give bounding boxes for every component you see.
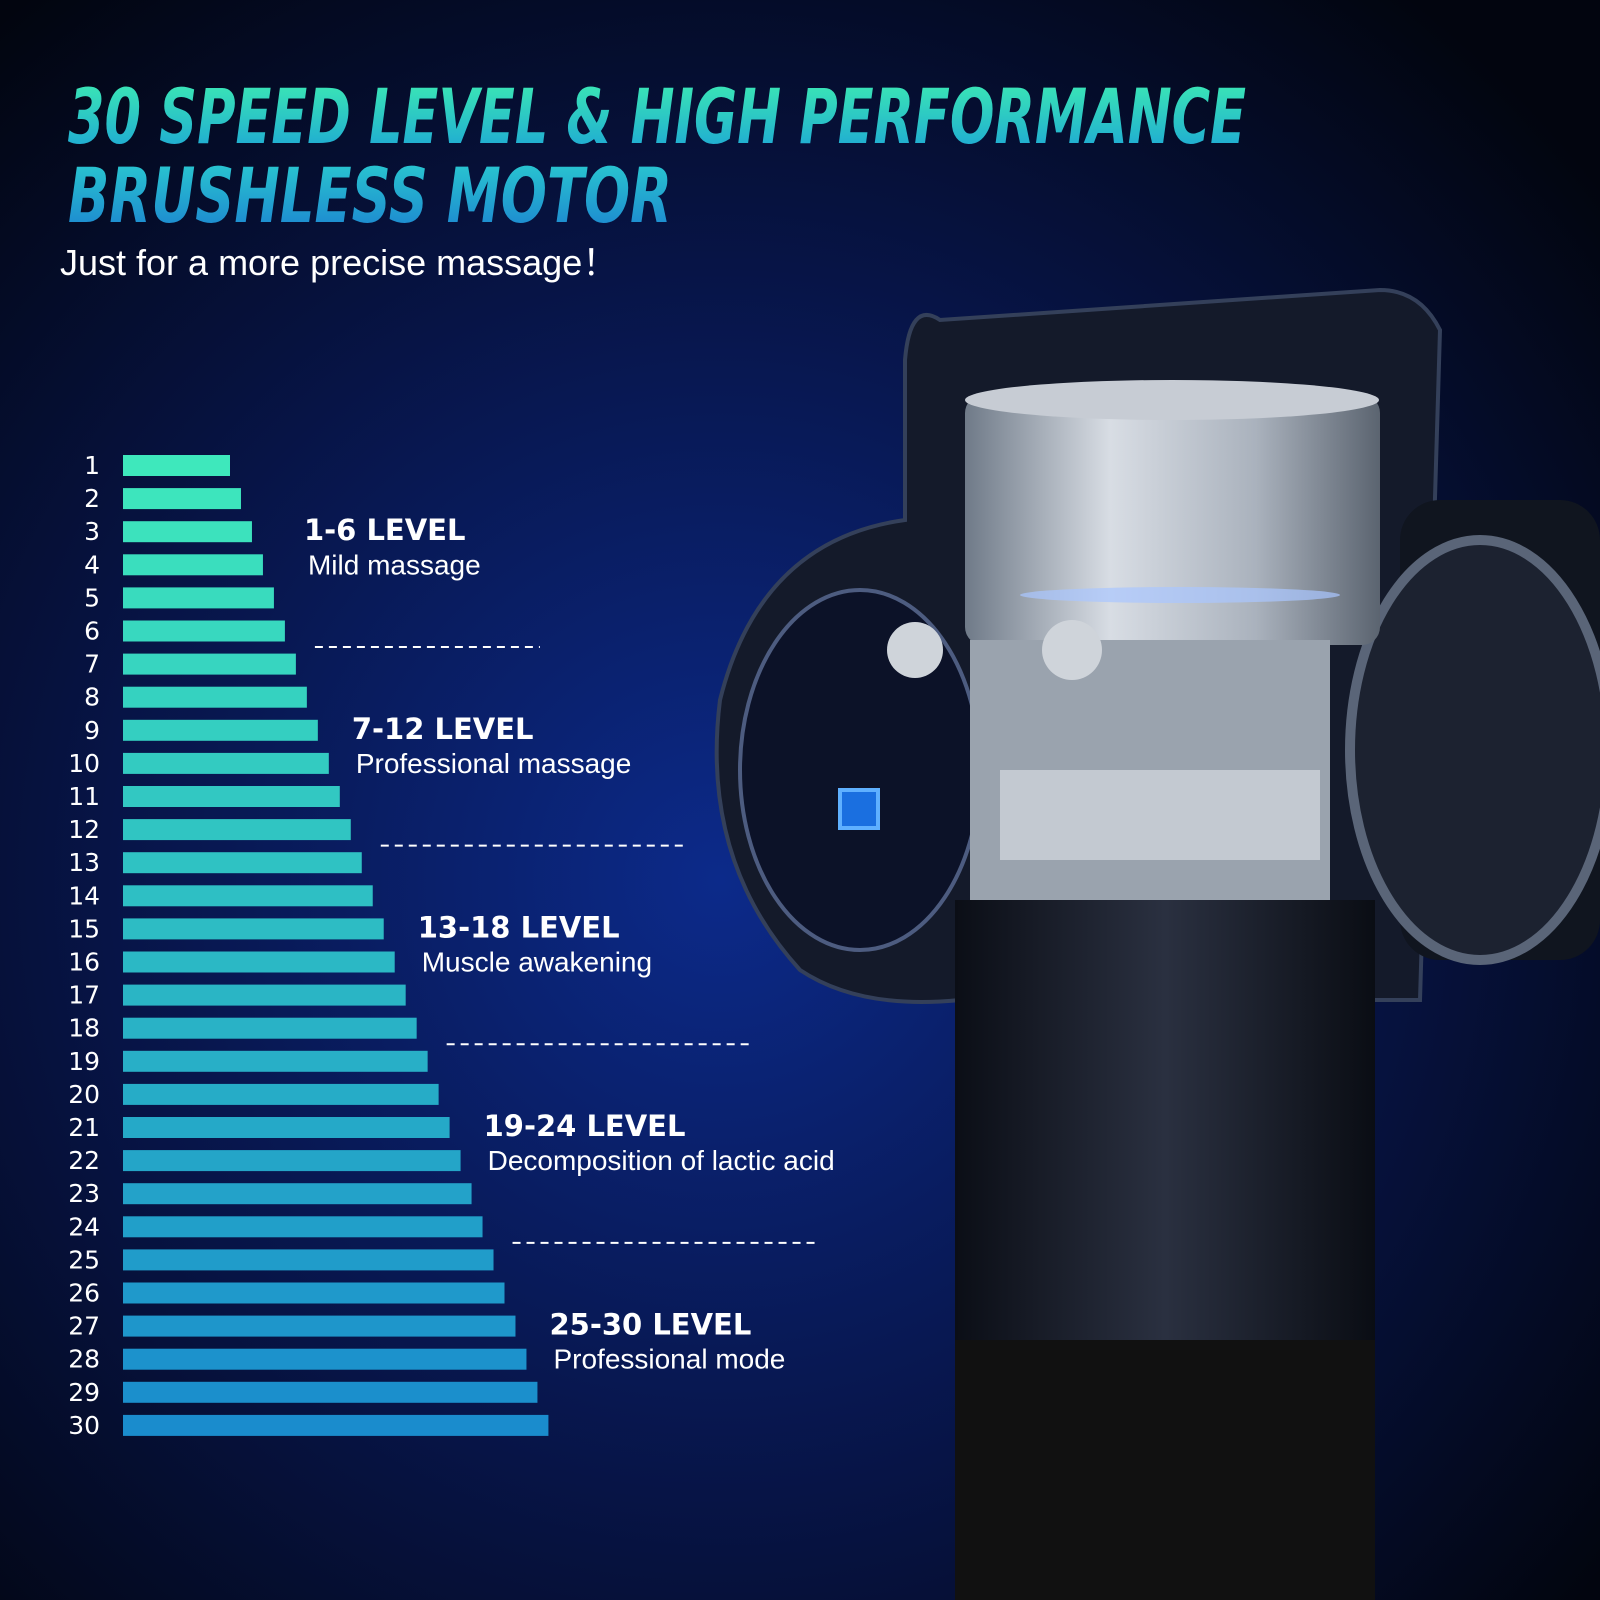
level-bar [123, 1183, 472, 1205]
level-bar [123, 752, 329, 774]
level-label: 2 [84, 484, 100, 513]
level-bar [123, 852, 362, 874]
title-line-2: BRUSHLESS MOTOR [68, 151, 672, 240]
level-bar [123, 1315, 516, 1337]
level-label: 26 [68, 1279, 100, 1308]
level-bar [123, 1117, 450, 1138]
level-bar [123, 1017, 417, 1039]
level-label: 5 [84, 583, 100, 612]
level-label: 24 [68, 1212, 100, 1241]
level-label: 19 [68, 1047, 100, 1076]
title-line-1: 30 SPEED LEVEL & HIGH PERFORMANCE [68, 72, 1246, 161]
group-range: 19-24 LEVEL [484, 1109, 686, 1143]
level-label: 11 [68, 782, 100, 811]
level-bar [123, 918, 384, 940]
level-label: 14 [68, 881, 100, 910]
level-label: 21 [68, 1113, 100, 1142]
level-label: 6 [84, 617, 100, 646]
level-bar [123, 951, 395, 973]
group-range: 7-12 LEVEL [352, 712, 534, 746]
group-description: Muscle awakening [422, 947, 652, 978]
level-bar [123, 554, 263, 576]
level-label: 15 [68, 914, 100, 943]
product-illustration [714, 287, 1600, 1600]
level-label: 3 [84, 517, 100, 546]
level-label: 8 [84, 683, 100, 712]
level-label: 20 [68, 1080, 100, 1109]
level-bar [123, 1414, 549, 1436]
level-bar [123, 521, 252, 543]
level-bar [123, 1249, 494, 1271]
level-bar [123, 488, 241, 510]
level-label: 29 [68, 1378, 100, 1407]
group-description: Decomposition of lactic acid [488, 1145, 835, 1176]
level-label: 13 [68, 848, 100, 877]
level-label: 25 [68, 1245, 100, 1274]
level-bar [123, 1050, 428, 1072]
level-label: 27 [68, 1312, 100, 1341]
level-bar [123, 1282, 505, 1304]
level-label: 22 [68, 1146, 100, 1175]
level-bar [123, 686, 307, 708]
level-label: 10 [68, 749, 100, 778]
group-range: 25-30 LEVEL [549, 1308, 751, 1342]
level-bar [123, 587, 274, 609]
level-bar [123, 455, 230, 476]
level-label: 30 [68, 1411, 100, 1440]
level-bar [123, 885, 373, 907]
group-description: Professional massage [356, 748, 631, 779]
level-bar [123, 1381, 538, 1403]
level-chart: 1234567891011121314151617181920212223242… [68, 451, 834, 1440]
level-bar [123, 984, 406, 1006]
level-label: 16 [68, 948, 100, 977]
level-label: 12 [68, 815, 100, 844]
group-description: Professional mode [553, 1344, 785, 1375]
level-label: 17 [68, 981, 100, 1010]
subtitle: Just for a more precise massage！ [60, 242, 618, 283]
level-label: 4 [84, 550, 100, 579]
level-bar [123, 1216, 483, 1238]
level-bar [123, 786, 340, 807]
level-bar [123, 620, 285, 642]
level-label: 28 [68, 1345, 100, 1374]
level-label: 7 [84, 650, 100, 679]
level-bar [123, 719, 318, 741]
level-label: 23 [68, 1179, 100, 1208]
level-bar [123, 1083, 439, 1105]
level-bar [123, 819, 351, 841]
group-description: Mild massage [308, 549, 481, 580]
level-label: 18 [68, 1014, 100, 1043]
group-range: 13-18 LEVEL [418, 910, 620, 944]
level-bar [123, 653, 296, 675]
group-range: 1-6 LEVEL [304, 513, 466, 547]
level-bar [123, 1348, 527, 1370]
level-bar [123, 1150, 461, 1172]
level-label: 9 [84, 716, 100, 745]
level-label: 1 [84, 451, 100, 480]
